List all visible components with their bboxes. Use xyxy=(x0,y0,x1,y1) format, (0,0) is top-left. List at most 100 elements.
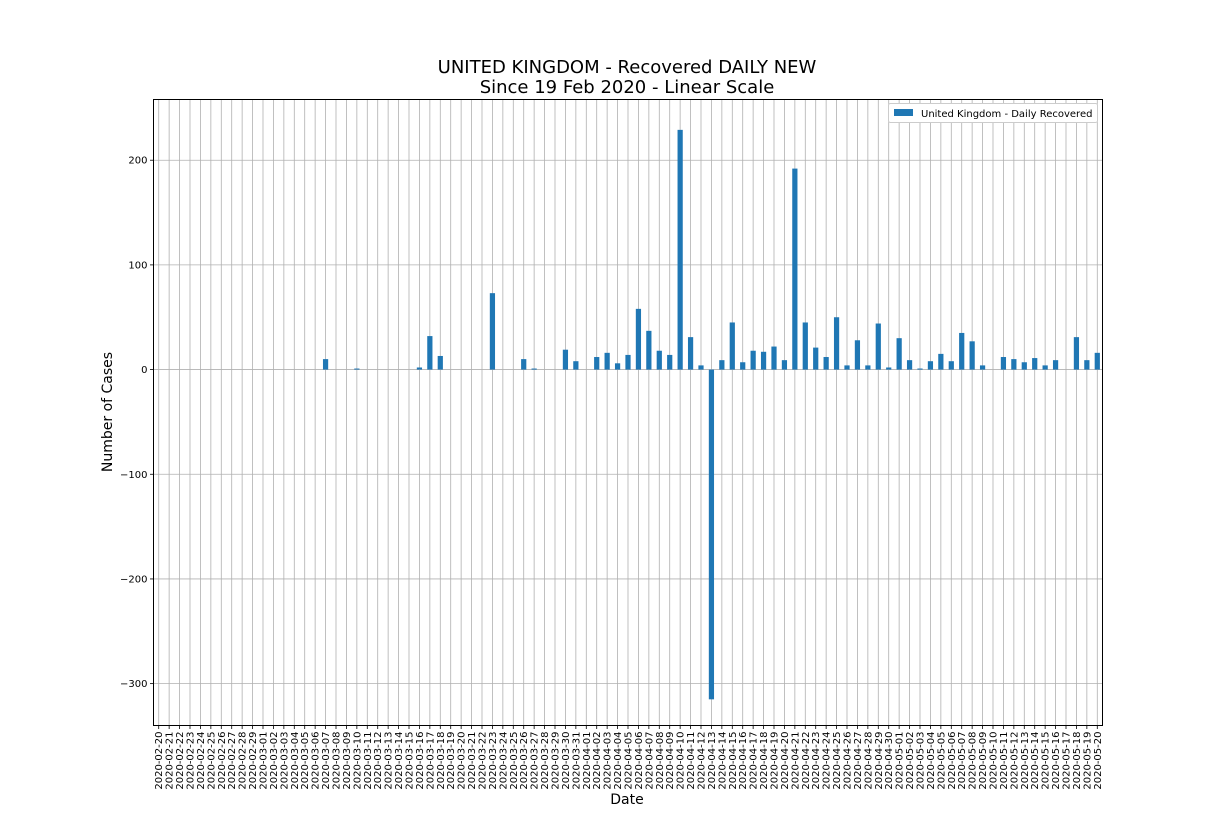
x-tick-label: 2020-04-20 xyxy=(780,732,791,790)
bar xyxy=(677,129,683,370)
bar xyxy=(1011,359,1017,370)
x-tick-label: 2020-02-24 xyxy=(196,732,207,790)
x-tick-label: 2020-03-16 xyxy=(415,732,426,790)
x-tick-label: 2020-04-22 xyxy=(801,732,812,790)
bar xyxy=(760,351,767,370)
bar xyxy=(489,293,496,370)
x-tick-label: 2020-05-09 xyxy=(978,732,989,790)
bar xyxy=(802,322,808,370)
x-tick-label: 2020-05-19 xyxy=(1082,732,1093,790)
bar xyxy=(875,323,881,370)
x-tick-label: 2020-05-08 xyxy=(968,731,979,789)
bar xyxy=(437,355,443,370)
bar xyxy=(416,367,423,370)
bar xyxy=(854,340,861,370)
bar xyxy=(906,360,913,370)
bar xyxy=(969,341,975,370)
x-tick-label: 2020-04-25 xyxy=(832,732,843,790)
y-tick-label: −300 xyxy=(120,679,147,690)
x-tick-label: 2020-03-27 xyxy=(530,732,541,790)
x-tick-label: 2020-03-02 xyxy=(269,732,280,790)
bar xyxy=(886,367,892,370)
bar xyxy=(1084,360,1090,370)
x-tick-label: 2020-05-06 xyxy=(947,732,958,790)
x-tick-label: 2020-04-03 xyxy=(603,732,614,790)
x-tick-label: 2020-04-02 xyxy=(592,732,603,790)
x-tick-label: 2020-04-07 xyxy=(644,732,655,790)
bar xyxy=(667,354,673,370)
x-tick-label: 2020-05-13 xyxy=(1020,732,1031,790)
bar xyxy=(729,322,735,370)
bar xyxy=(927,361,934,370)
x-axis-label: Date xyxy=(610,792,643,808)
bar xyxy=(719,360,725,370)
x-tick-label: 2020-03-04 xyxy=(290,732,301,790)
x-tick-label: 2020-03-10 xyxy=(352,732,363,790)
y-axis-ticks: −300 −200 −100 0 100 200 xyxy=(120,156,154,690)
bar xyxy=(322,359,329,370)
x-tick-label: 2020-05-04 xyxy=(926,732,937,790)
x-axis-ticks: 2020-02-20 2020-02-21 2020-02-22 2020-02-23… xyxy=(154,725,1104,790)
y-axis-label: Number of Cases xyxy=(100,352,116,472)
x-tick-label: 2020-04-01 xyxy=(582,732,593,790)
x-tick-label: 2020-03-26 xyxy=(519,732,530,790)
x-tick-label: 2020-04-13 xyxy=(707,732,718,790)
x-tick-label: 2020-02-20 xyxy=(154,732,165,790)
bar xyxy=(354,368,360,370)
x-tick-label: 2020-04-17 xyxy=(749,732,760,790)
x-tick-label: 2020-03-01 xyxy=(259,732,270,790)
bar xyxy=(979,365,986,370)
x-tick-label: 2020-03-05 xyxy=(300,732,311,790)
x-tick-label: 2020-05-17 xyxy=(1062,732,1073,790)
x-tick-label: 2020-03-25 xyxy=(509,732,520,790)
bar xyxy=(959,332,965,370)
x-tick-label: 2020-04-08 xyxy=(655,732,666,790)
x-tick-label: 2020-03-17 xyxy=(425,732,436,790)
x-tick-label: 2020-04-16 xyxy=(738,732,749,790)
bar-series xyxy=(322,129,1100,700)
x-tick-label: 2020-03-14 xyxy=(394,732,405,790)
x-tick-label: 2020-04-29 xyxy=(874,732,885,790)
x-tick-label: 2020-05-15 xyxy=(1041,732,1052,790)
x-tick-label: 2020-05-16 xyxy=(1051,732,1062,790)
x-tick-label: 2020-03-21 xyxy=(467,732,478,790)
bar xyxy=(625,354,631,370)
bar xyxy=(896,338,902,370)
bar xyxy=(562,349,569,370)
x-tick-label: 2020-03-08 xyxy=(332,732,343,790)
vertical-gridlines xyxy=(158,99,1098,726)
x-tick-label: 2020-02-23 xyxy=(186,732,197,790)
bar xyxy=(938,353,944,370)
x-tick-label: 2020-05-03 xyxy=(916,732,927,790)
legend-entry: United Kingdom - Daily Recovered xyxy=(921,109,1092,120)
x-tick-label: 2020-03-07 xyxy=(321,732,332,790)
x-tick-label: 2020-02-25 xyxy=(206,732,217,790)
y-tick-label: 100 xyxy=(128,260,147,271)
x-tick-label: 2020-05-14 xyxy=(1030,732,1041,790)
x-tick-label: 2020-04-11 xyxy=(686,732,697,790)
bar xyxy=(948,361,954,370)
bar xyxy=(698,365,704,370)
x-tick-label: 2020-03-18 xyxy=(436,732,447,790)
bar xyxy=(604,352,610,370)
x-tick-label: 2020-05-02 xyxy=(905,732,916,790)
bar xyxy=(708,369,715,700)
x-tick-label: 2020-02-26 xyxy=(217,732,228,790)
x-tick-label: 2020-03-09 xyxy=(342,732,353,790)
bar xyxy=(771,346,777,370)
x-tick-label: 2020-03-12 xyxy=(373,732,384,790)
x-tick-label: 2020-05-12 xyxy=(1009,732,1020,790)
x-tick-label: 2020-05-18 xyxy=(1072,732,1083,790)
bar xyxy=(833,317,840,370)
x-tick-label: 2020-02-27 xyxy=(227,732,238,790)
x-tick-label: 2020-05-10 xyxy=(989,732,1000,790)
legend-swatch xyxy=(894,109,913,116)
x-tick-label: 2020-05-11 xyxy=(999,732,1010,790)
bar xyxy=(740,362,746,370)
bar xyxy=(917,368,923,370)
legend: United Kingdom - Daily Recovered xyxy=(888,103,1098,123)
x-tick-label: 2020-03-30 xyxy=(561,732,572,790)
bar xyxy=(1094,352,1100,370)
x-tick-label: 2020-04-14 xyxy=(717,732,728,790)
